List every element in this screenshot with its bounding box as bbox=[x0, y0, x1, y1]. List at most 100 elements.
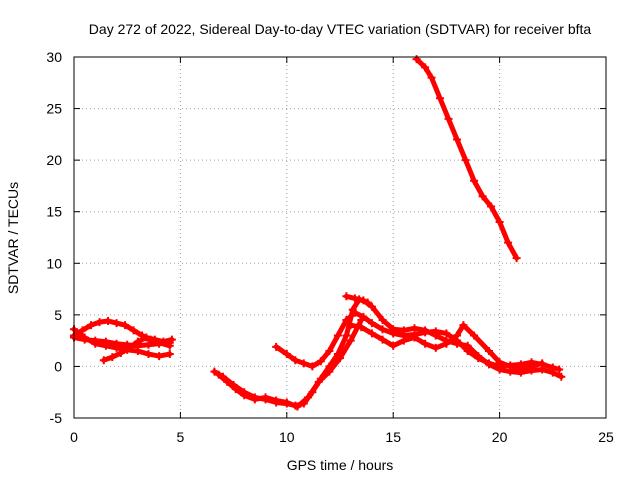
data-point bbox=[516, 364, 525, 373]
data-point bbox=[342, 292, 351, 301]
y-tick-label: 25 bbox=[46, 101, 62, 117]
data-point bbox=[342, 316, 351, 325]
y-tick-label: 20 bbox=[46, 152, 62, 168]
chart-title: Day 272 of 2022, Sidereal Day-to-day VTE… bbox=[89, 21, 592, 37]
data-point bbox=[378, 335, 387, 344]
data-point bbox=[557, 372, 566, 381]
data-point bbox=[555, 365, 564, 374]
series-arc-10 bbox=[414, 56, 520, 261]
data-point bbox=[261, 393, 270, 402]
data-point bbox=[504, 238, 513, 247]
data-point bbox=[91, 339, 100, 348]
data-point bbox=[346, 321, 355, 330]
data-point bbox=[495, 218, 504, 227]
data-point bbox=[80, 333, 89, 342]
data-point bbox=[410, 324, 419, 333]
data-point bbox=[378, 325, 387, 334]
data-point bbox=[470, 331, 479, 340]
data-point bbox=[240, 391, 249, 400]
data-point bbox=[165, 350, 174, 359]
x-tick-label: 15 bbox=[385, 429, 401, 445]
data-point bbox=[214, 370, 223, 379]
data-point bbox=[484, 360, 493, 369]
data-point bbox=[461, 156, 470, 165]
x-tick-label: 10 bbox=[279, 429, 295, 445]
data-point bbox=[431, 343, 440, 352]
data-point bbox=[112, 319, 121, 328]
data-point bbox=[421, 326, 430, 335]
data-point bbox=[548, 368, 557, 377]
x-tick-label: 25 bbox=[598, 429, 614, 445]
data-point bbox=[459, 321, 468, 330]
data-point bbox=[478, 192, 487, 201]
data-point bbox=[291, 356, 300, 365]
data-point bbox=[144, 340, 153, 349]
data-point bbox=[104, 317, 113, 326]
data-point bbox=[333, 331, 342, 340]
data-point bbox=[421, 339, 430, 348]
data-point bbox=[412, 55, 421, 64]
data-point bbox=[101, 341, 110, 350]
data-point bbox=[144, 350, 153, 359]
data-point bbox=[129, 326, 138, 335]
y-tick-label: 5 bbox=[54, 307, 62, 323]
axis-ticks: 0 5 10 15 20 25 -5 0 5 10 15 20 25 30 bbox=[46, 49, 614, 445]
data-point bbox=[527, 362, 536, 371]
data-point bbox=[314, 377, 323, 386]
data-point bbox=[350, 308, 359, 317]
data-point bbox=[342, 331, 351, 340]
data-point bbox=[159, 337, 168, 346]
y-tick-label: -5 bbox=[50, 410, 63, 426]
y-tick-label: 15 bbox=[46, 204, 62, 220]
data-point bbox=[155, 352, 164, 361]
data-point bbox=[293, 402, 302, 411]
series-layer bbox=[70, 55, 566, 411]
data-point bbox=[95, 318, 104, 327]
data-point bbox=[133, 337, 142, 346]
data-point bbox=[231, 385, 240, 394]
data-point bbox=[410, 333, 419, 342]
x-tick-label: 0 bbox=[70, 429, 78, 445]
data-point bbox=[325, 346, 334, 355]
data-point bbox=[357, 323, 366, 332]
y-tick-label: 30 bbox=[46, 49, 62, 65]
data-point bbox=[142, 333, 151, 342]
data-point bbox=[108, 353, 117, 362]
data-point bbox=[123, 345, 132, 354]
data-point bbox=[367, 329, 376, 338]
y-axis-label: SDTVAR / TECUs bbox=[5, 182, 21, 294]
data-point bbox=[299, 359, 308, 368]
data-point bbox=[512, 254, 521, 263]
data-point bbox=[444, 114, 453, 123]
data-point bbox=[167, 335, 176, 344]
data-point bbox=[223, 377, 232, 386]
data-point bbox=[470, 176, 479, 185]
data-point bbox=[367, 319, 376, 328]
data-point bbox=[316, 357, 325, 366]
data-point bbox=[389, 325, 398, 334]
data-point bbox=[367, 302, 376, 311]
x-tick-label: 20 bbox=[492, 429, 508, 445]
data-point bbox=[389, 341, 398, 350]
data-point bbox=[453, 331, 462, 340]
data-point bbox=[308, 362, 317, 371]
data-point bbox=[282, 398, 291, 407]
data-point bbox=[359, 312, 368, 321]
data-point bbox=[272, 396, 281, 405]
plot-frame bbox=[73, 56, 607, 419]
data-point bbox=[487, 202, 496, 211]
data-point bbox=[121, 321, 130, 330]
data-point bbox=[474, 352, 483, 361]
data-point bbox=[421, 63, 430, 72]
x-axis-label: GPS time / hours bbox=[287, 457, 394, 473]
data-point bbox=[463, 341, 472, 350]
series-arc-4 bbox=[71, 326, 173, 359]
grid bbox=[74, 57, 606, 418]
data-point bbox=[399, 326, 408, 335]
data-point bbox=[495, 365, 504, 374]
y-tick-label: 10 bbox=[46, 255, 62, 271]
data-point bbox=[436, 94, 445, 103]
data-point bbox=[442, 339, 451, 348]
data-point bbox=[350, 294, 359, 303]
